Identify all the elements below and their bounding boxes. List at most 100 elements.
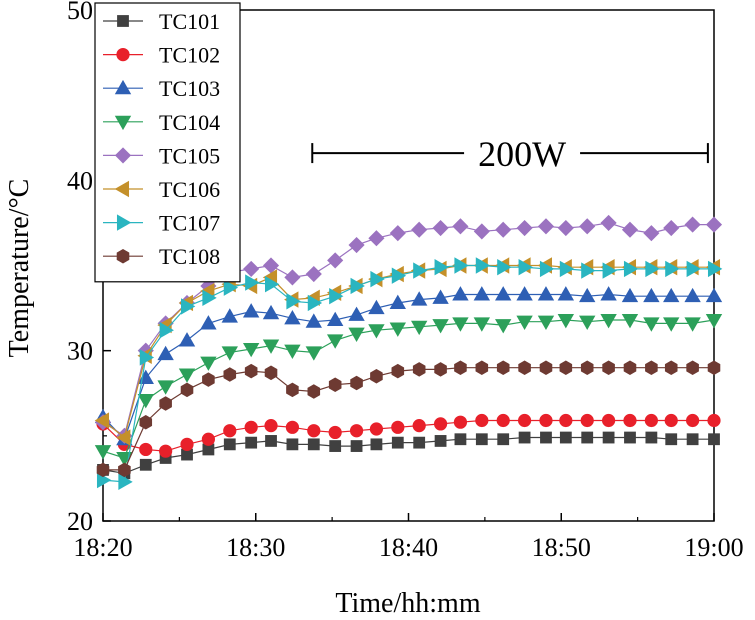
- data-point: [497, 259, 512, 276]
- data-point: [557, 313, 575, 329]
- data-point: [200, 356, 217, 371]
- data-point: [262, 339, 280, 354]
- data-point: [707, 360, 721, 375]
- data-point: [537, 315, 555, 331]
- data-point: [645, 260, 660, 278]
- data-point: [139, 414, 153, 430]
- legend-marker: [116, 47, 130, 62]
- data-point: [432, 289, 449, 304]
- series-tc102: [96, 413, 721, 458]
- data-point: [284, 269, 301, 286]
- data-point: [118, 462, 131, 478]
- data-point: [475, 413, 489, 428]
- legend-item: TC101: [103, 9, 220, 34]
- data-point: [284, 309, 301, 325]
- data-point: [286, 293, 301, 310]
- data-point: [643, 287, 660, 303]
- data-point: [391, 420, 405, 434]
- data-point: [391, 436, 404, 449]
- legend-item: TC107: [103, 211, 220, 236]
- data-point: [434, 435, 447, 447]
- data-point: [684, 216, 701, 233]
- data-point: [684, 287, 701, 303]
- data-point: [391, 267, 407, 284]
- data-point: [452, 317, 469, 332]
- data-point: [473, 286, 491, 301]
- legend-marker: [116, 248, 130, 264]
- data-point: [412, 362, 426, 377]
- data-point: [412, 419, 426, 433]
- legend-items: TC101 TC102 TC103 TC104 TC105 TC106 TC107 TC108: [103, 9, 220, 269]
- data-point: [495, 221, 512, 238]
- data-point: [621, 287, 639, 303]
- x-tick-label: 18:20: [73, 533, 132, 562]
- legend-marker: [116, 214, 132, 231]
- data-point: [516, 286, 533, 301]
- data-point: [348, 327, 365, 342]
- data-point: [159, 396, 172, 411]
- series-line-tc108: [103, 367, 714, 471]
- data-point: [242, 342, 260, 358]
- data-point: [180, 382, 194, 398]
- data-point: [454, 433, 467, 446]
- data-point: [537, 286, 555, 301]
- data-point: [602, 431, 615, 444]
- data-point: [664, 360, 678, 375]
- data-point: [244, 420, 258, 434]
- data-point: [328, 425, 342, 440]
- series-tc107: [96, 257, 723, 491]
- data-point: [307, 384, 321, 399]
- data-point: [368, 324, 385, 339]
- data-point: [623, 260, 639, 278]
- data-point: [202, 372, 215, 387]
- data-point: [139, 349, 155, 366]
- data-point: [96, 462, 110, 478]
- annotation-label: 200W: [478, 134, 566, 174]
- data-point: [580, 360, 594, 375]
- data-point: [200, 315, 217, 330]
- x-tick-label: 18:30: [226, 533, 285, 562]
- data-point: [684, 317, 701, 332]
- data-point: [245, 274, 260, 291]
- data-point: [475, 360, 489, 375]
- data-point: [580, 413, 594, 428]
- data-point: [602, 413, 616, 428]
- data-point: [391, 363, 405, 379]
- data-point: [518, 259, 533, 276]
- data-point: [663, 287, 680, 303]
- data-point: [518, 431, 531, 444]
- data-point: [265, 435, 277, 447]
- data-point: [159, 444, 173, 458]
- data-point: [116, 429, 131, 446]
- data-point: [434, 362, 447, 377]
- data-point: [707, 413, 721, 428]
- data-point: [389, 294, 406, 309]
- data-point: [350, 277, 365, 295]
- data-point: [264, 276, 280, 293]
- data-point: [454, 257, 469, 274]
- data-point: [645, 431, 658, 444]
- series-line-tc107: [102, 264, 714, 483]
- data-point: [348, 236, 365, 254]
- data-point: [307, 438, 320, 451]
- series-tc105: [94, 214, 723, 444]
- data-point: [305, 265, 322, 283]
- x-tick-label: 18:40: [379, 533, 438, 562]
- legend-item: TC104: [103, 110, 220, 135]
- data-point: [475, 257, 491, 274]
- data-point: [705, 216, 723, 233]
- data-point: [286, 382, 299, 398]
- y-tick-label: 30: [67, 337, 93, 366]
- data-point: [623, 360, 637, 375]
- data-point: [264, 365, 278, 381]
- legend-item: TC108: [103, 244, 220, 269]
- data-point: [686, 360, 699, 375]
- data-point: [664, 413, 678, 428]
- series-tc104: [94, 313, 723, 467]
- data-point: [581, 431, 594, 444]
- data-point: [452, 218, 469, 235]
- data-point: [623, 413, 637, 428]
- data-point: [705, 313, 723, 329]
- data-point: [434, 259, 449, 276]
- data-point: [329, 287, 344, 305]
